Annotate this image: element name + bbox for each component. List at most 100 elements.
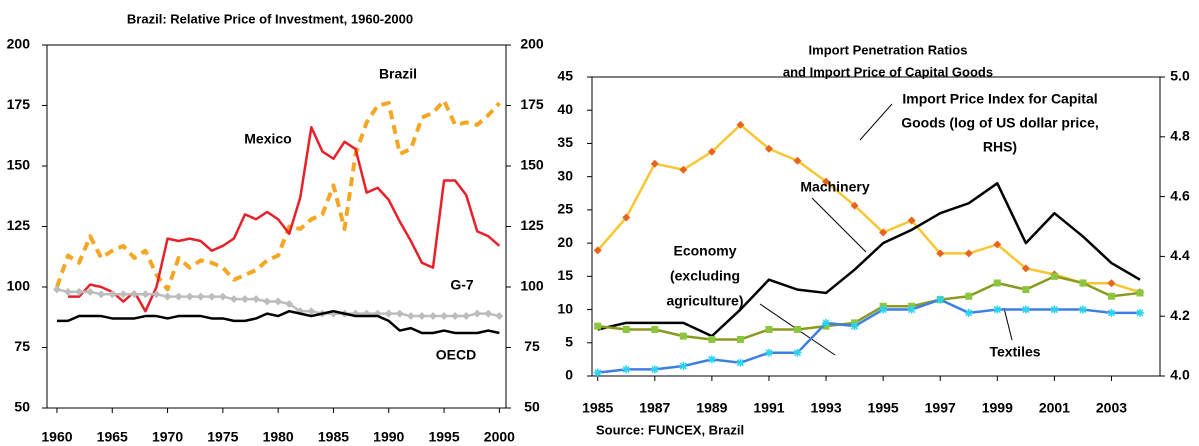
series-line <box>597 182 1141 338</box>
marker <box>679 332 687 340</box>
marker <box>736 358 745 367</box>
marker <box>936 295 945 304</box>
x-tick-label: 1999 <box>982 400 1013 416</box>
series-line <box>68 126 501 313</box>
marker <box>850 322 859 331</box>
x-tick-label: 2003 <box>1096 400 1127 416</box>
marker <box>207 292 216 301</box>
marker <box>141 290 150 299</box>
marker <box>993 240 1002 249</box>
x-tick-label: 1975 <box>207 429 238 445</box>
y-tick-label: 25 <box>557 201 573 217</box>
marker <box>108 290 117 299</box>
y2-tick-label: 5.0 <box>1170 68 1190 84</box>
chart-title: Import Penetration Ratios <box>809 42 968 57</box>
leader-line <box>859 103 893 141</box>
y-tick-label: 35 <box>557 134 573 150</box>
marker <box>274 297 283 306</box>
y-tick-label: 200 <box>7 36 31 52</box>
y2-tick-label: 200 <box>520 36 544 52</box>
marker <box>708 335 716 343</box>
marker <box>965 292 973 300</box>
x-tick-label: 1960 <box>41 429 72 445</box>
marker <box>736 120 745 129</box>
marker <box>764 144 773 153</box>
marker <box>679 165 688 174</box>
marker <box>1050 272 1058 280</box>
x-tick-label: 1985 <box>318 429 349 445</box>
x-tick-label: 1970 <box>152 429 183 445</box>
marker <box>765 325 773 333</box>
y-tick-label: 75 <box>14 338 30 354</box>
marker <box>907 216 916 225</box>
marker <box>964 308 973 317</box>
x-tick-label: 1990 <box>373 429 404 445</box>
marker <box>1107 308 1116 317</box>
marker <box>64 287 73 296</box>
series-label: Textiles <box>989 344 1040 360</box>
leader-lines <box>759 103 1013 356</box>
marker <box>793 348 802 357</box>
y-tick-label: 0 <box>565 367 573 383</box>
chart-title: and Import Price of Capital Goods <box>783 64 993 79</box>
series-line <box>596 123 1141 294</box>
series-label: RHS) <box>983 139 1017 155</box>
marker <box>964 249 973 258</box>
marker <box>451 312 460 321</box>
marker <box>1136 308 1145 317</box>
marker <box>879 228 888 237</box>
marker <box>97 290 106 299</box>
series-label: Machinery <box>800 179 869 195</box>
plot-frame <box>591 76 1161 377</box>
marker <box>622 325 630 333</box>
marker <box>593 368 602 377</box>
marker <box>594 322 602 330</box>
marker <box>52 285 61 294</box>
marker <box>622 213 631 222</box>
marker <box>240 295 249 304</box>
marker <box>794 325 802 333</box>
series-label: Goods (log of US dollar price, <box>901 115 1099 131</box>
marker <box>1107 279 1116 288</box>
marker <box>650 365 659 374</box>
source-note: Source: FUNCEX, Brazil <box>596 422 744 437</box>
marker <box>395 309 404 318</box>
y-tick-label: 150 <box>7 157 31 173</box>
marker <box>307 307 316 316</box>
series-label: agriculture) <box>666 293 743 309</box>
marker <box>651 325 659 333</box>
marker <box>384 309 393 318</box>
series-line <box>597 275 1141 341</box>
marker <box>764 348 773 357</box>
x-tick-label: 1995 <box>428 429 459 445</box>
chart-title: Brazil: Relative Price of Investment, 19… <box>127 11 413 26</box>
x-tick-label: 1965 <box>97 429 128 445</box>
marker <box>218 292 227 301</box>
marker <box>707 355 716 364</box>
y2-tick-label: 50 <box>524 399 540 415</box>
series-label: (excluding <box>670 268 740 284</box>
marker <box>1021 264 1030 273</box>
marker <box>793 156 802 165</box>
marker <box>86 287 95 296</box>
marker <box>406 312 415 321</box>
x-tick-label: 1980 <box>263 429 294 445</box>
y-tick-label: 40 <box>557 101 573 117</box>
y2-tick-label: 175 <box>520 96 544 112</box>
marker <box>75 287 84 296</box>
x-tick-label: 1993 <box>810 400 841 416</box>
y2-tick-label: 4.6 <box>1170 187 1190 203</box>
marker <box>484 309 493 318</box>
x-tick-label: 1995 <box>868 400 899 416</box>
y-tick-label: 45 <box>557 68 573 84</box>
series-label: Import Price Index for Capital <box>902 91 1097 107</box>
series-label: G-7 <box>450 277 474 293</box>
y2-tick-label: 4.4 <box>1170 247 1190 263</box>
marker <box>263 297 272 306</box>
marker <box>736 335 744 343</box>
y2-tick-label: 100 <box>520 278 544 294</box>
y-tick-label: 10 <box>557 300 573 316</box>
marker <box>119 290 128 299</box>
marker <box>495 312 504 321</box>
marker <box>462 312 471 321</box>
